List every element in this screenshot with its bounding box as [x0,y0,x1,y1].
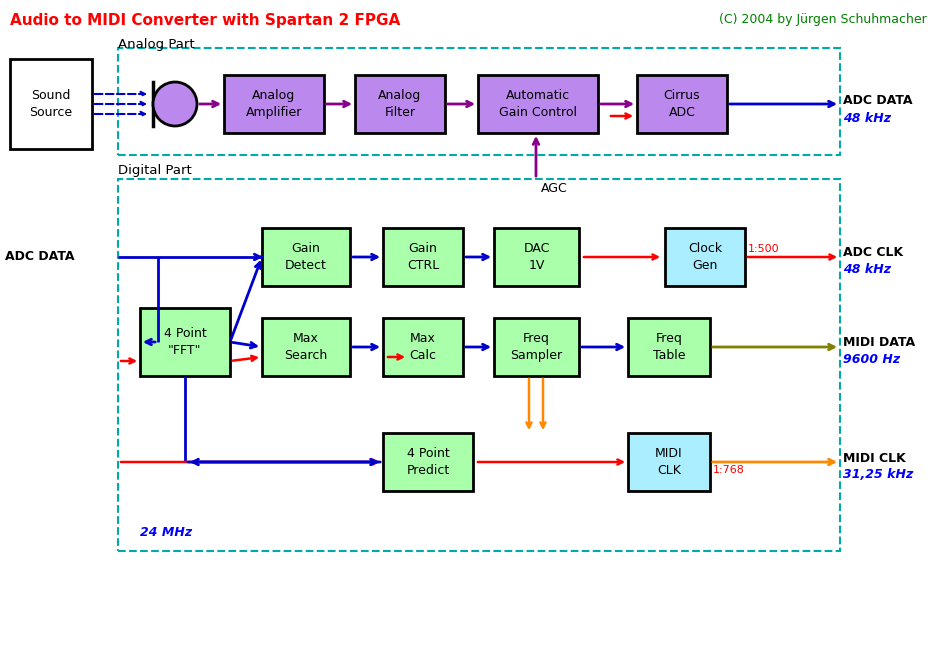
Bar [627,318,709,376]
Bar [383,228,462,286]
Text: Freq
Table: Freq Table [652,332,684,362]
Text: 9600 Hz: 9600 Hz [842,353,899,367]
Text: 1:500: 1:500 [747,244,779,254]
Text: Sound
Source: Sound Source [29,89,72,119]
Bar [355,75,445,133]
Text: Cirrus
ADC: Cirrus ADC [663,89,699,119]
Text: Max
Calc: Max Calc [409,332,436,362]
Bar [118,179,839,551]
Text: ADC DATA: ADC DATA [842,94,912,107]
Text: Gain
Detect: Gain Detect [285,242,327,272]
Text: 48 kHz: 48 kHz [842,111,890,124]
Text: (C) 2004 by Jürgen Schuhmacher: (C) 2004 by Jürgen Schuhmacher [719,13,926,26]
Bar [262,228,350,286]
Bar [262,318,350,376]
Text: Digital Part: Digital Part [118,164,192,177]
Bar [10,59,92,149]
Bar [636,75,726,133]
Circle shape [153,82,197,126]
Text: DAC
1V: DAC 1V [522,242,549,272]
Bar [139,308,229,376]
Bar [383,318,462,376]
Text: 31,25 kHz: 31,25 kHz [842,469,913,482]
Bar [383,433,473,491]
Text: AGC: AGC [540,182,567,195]
Text: Analog
Amplifier: Analog Amplifier [245,89,302,119]
Text: Analog Part: Analog Part [118,38,195,51]
Text: 1:768: 1:768 [712,465,744,475]
Bar [665,228,744,286]
Text: ADC DATA: ADC DATA [5,251,75,264]
Text: Analog
Filter: Analog Filter [378,89,421,119]
Bar [224,75,324,133]
Text: ADC CLK: ADC CLK [842,247,902,260]
Text: MIDI
CLK: MIDI CLK [654,447,682,477]
Text: Automatic
Gain Control: Automatic Gain Control [499,89,577,119]
Text: Max
Search: Max Search [284,332,328,362]
Text: 4 Point
"FFT": 4 Point "FFT" [164,327,206,357]
Text: MIDI DATA: MIDI DATA [842,337,914,350]
Text: Clock
Gen: Clock Gen [687,242,722,272]
Bar [493,228,578,286]
Bar [627,433,709,491]
Text: 4 Point
Predict: 4 Point Predict [406,447,449,477]
Bar [118,48,839,155]
Bar [477,75,597,133]
Bar [493,318,578,376]
Text: Gain
CTRL: Gain CTRL [406,242,439,272]
Text: Freq
Sampler: Freq Sampler [510,332,562,362]
Text: 24 MHz: 24 MHz [139,527,192,540]
Text: Audio to MIDI Converter with Spartan 2 FPGA: Audio to MIDI Converter with Spartan 2 F… [10,13,400,28]
Text: MIDI CLK: MIDI CLK [842,452,905,465]
Text: 48 kHz: 48 kHz [842,264,890,277]
